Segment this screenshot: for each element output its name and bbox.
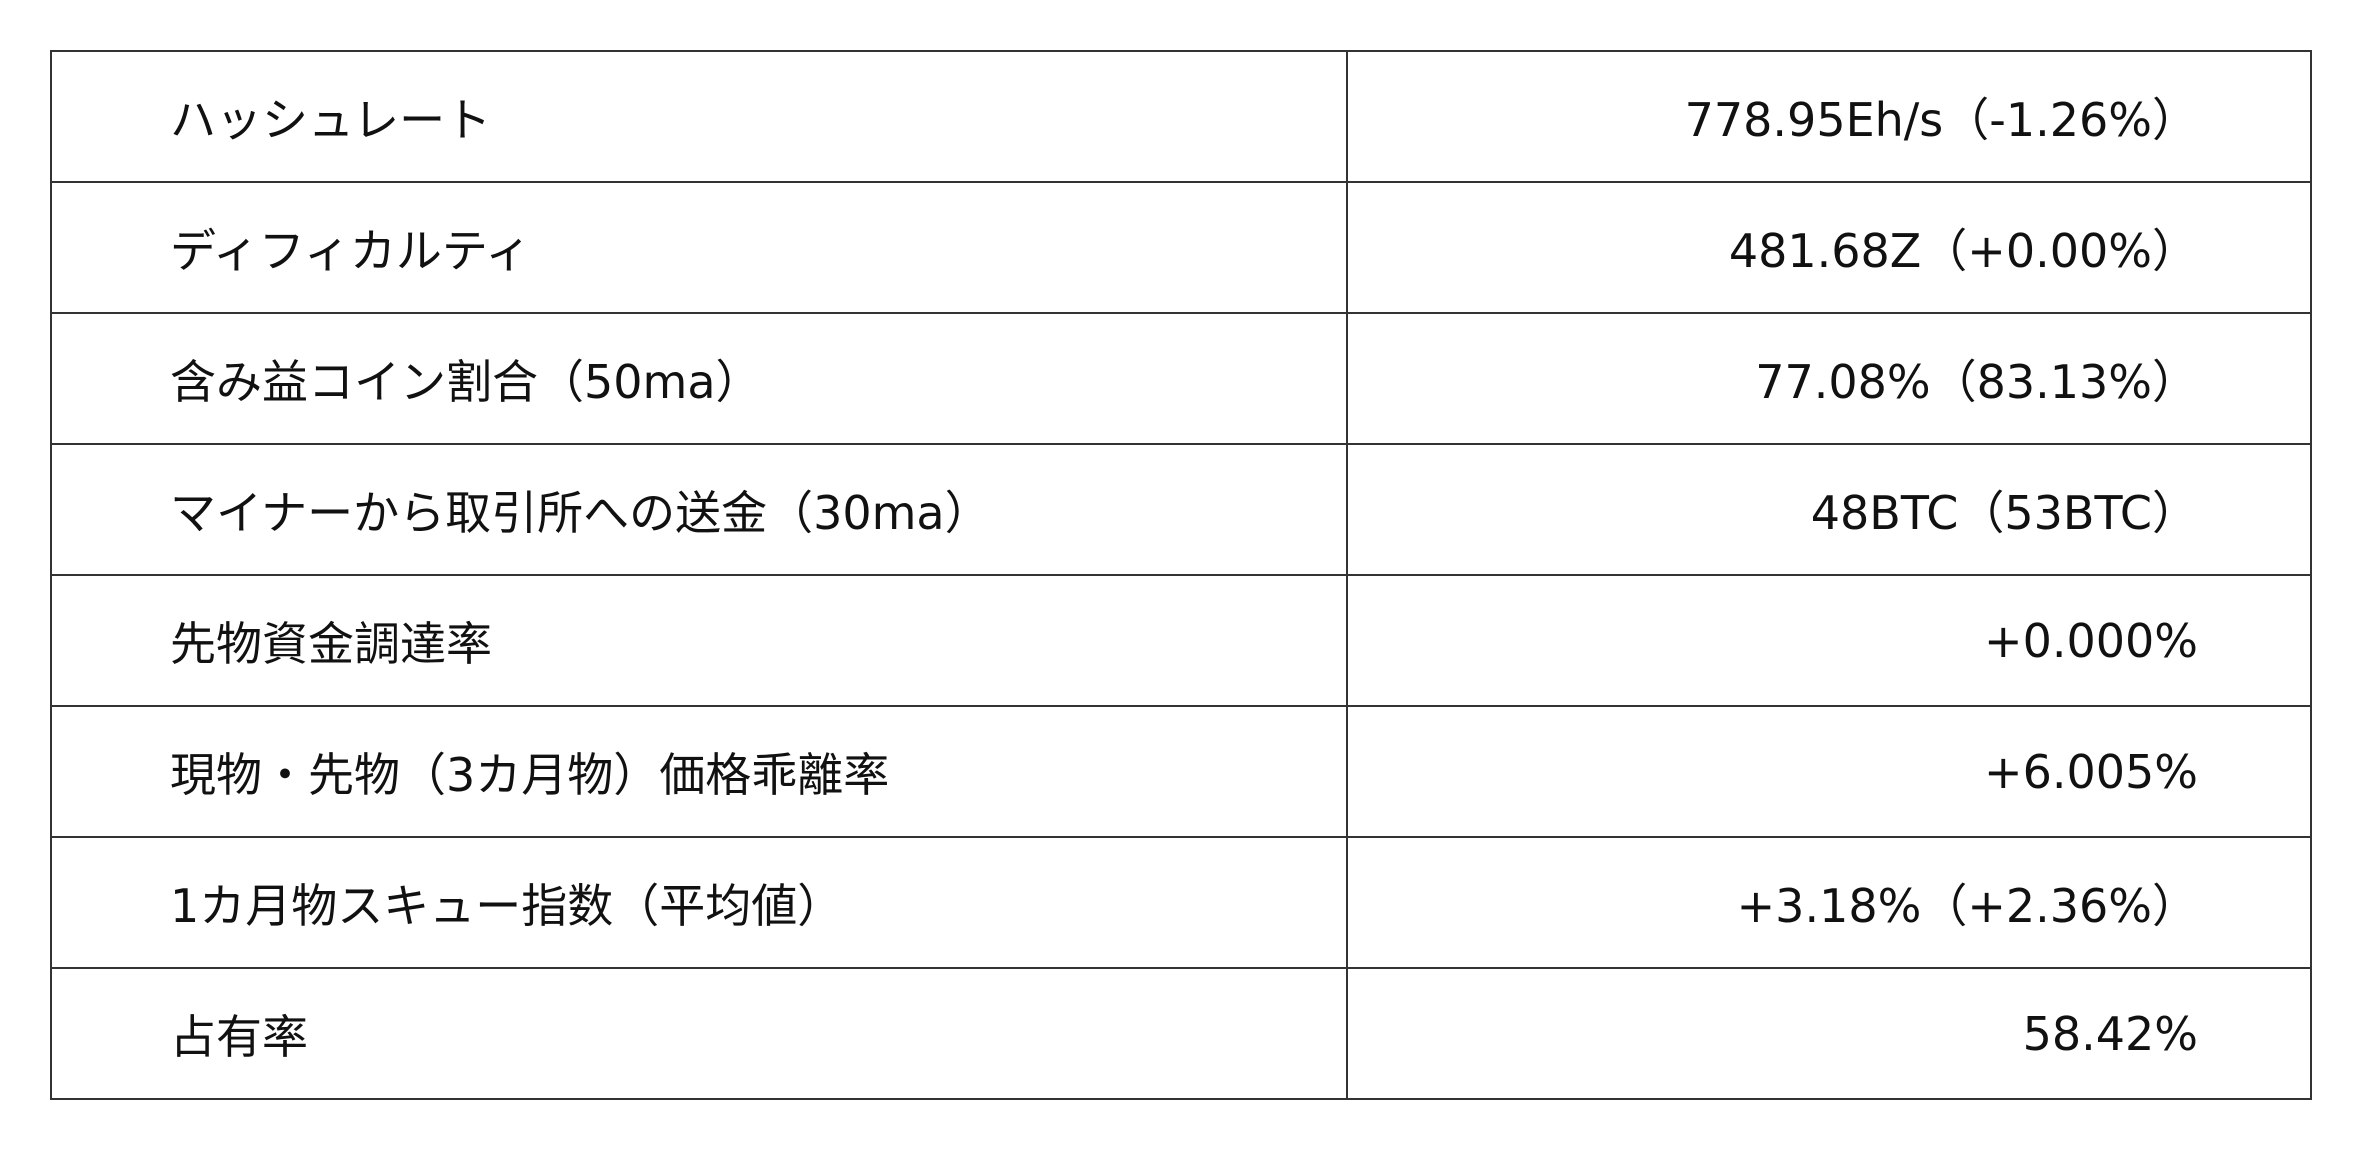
table-row-dominance: 占有率 58.42% <box>50 967 2312 1100</box>
row-label: 含み益コイン割合（50ma） <box>50 312 1348 445</box>
table-row-funding-rate: 先物資金調達率 +0.000% <box>50 574 2312 707</box>
row-label: マイナーから取引所への送金（30ma） <box>50 443 1348 576</box>
row-label: 先物資金調達率 <box>50 574 1348 707</box>
table-row-skew: 1カ月物スキュー指数（平均値） +3.18%（+2.36%） <box>50 836 2312 969</box>
row-label: ハッシュレート <box>50 50 1348 183</box>
row-label: ディフィカルティ <box>50 181 1348 314</box>
row-value: +0.000% <box>1346 574 2312 707</box>
row-value: 58.42% <box>1346 967 2312 1100</box>
row-label: 占有率 <box>50 967 1348 1100</box>
row-value: +6.005% <box>1346 705 2312 838</box>
row-value: 481.68Z（+0.00%） <box>1346 181 2312 314</box>
row-label: 現物・先物（3カ月物）価格乖離率 <box>50 705 1348 838</box>
table-row-profit-supply: 含み益コイン割合（50ma） 77.08%（83.13%） <box>50 312 2312 445</box>
table-row-miner-to-exchange: マイナーから取引所への送金（30ma） 48BTC（53BTC） <box>50 443 2312 576</box>
row-value: +3.18%（+2.36%） <box>1346 836 2312 969</box>
metrics-table: ハッシュレート 778.95Eh/s（-1.26%） ディフィカルティ 481.… <box>50 50 2312 1100</box>
row-value: 48BTC（53BTC） <box>1346 443 2312 576</box>
table-row-basis: 現物・先物（3カ月物）価格乖離率 +6.005% <box>50 705 2312 838</box>
row-value: 77.08%（83.13%） <box>1346 312 2312 445</box>
table-row-hashrate: ハッシュレート 778.95Eh/s（-1.26%） <box>50 50 2312 183</box>
row-label: 1カ月物スキュー指数（平均値） <box>50 836 1348 969</box>
table-row-difficulty: ディフィカルティ 481.68Z（+0.00%） <box>50 181 2312 314</box>
metrics-table-body: ハッシュレート 778.95Eh/s（-1.26%） ディフィカルティ 481.… <box>50 50 2312 1100</box>
row-value: 778.95Eh/s（-1.26%） <box>1346 50 2312 183</box>
